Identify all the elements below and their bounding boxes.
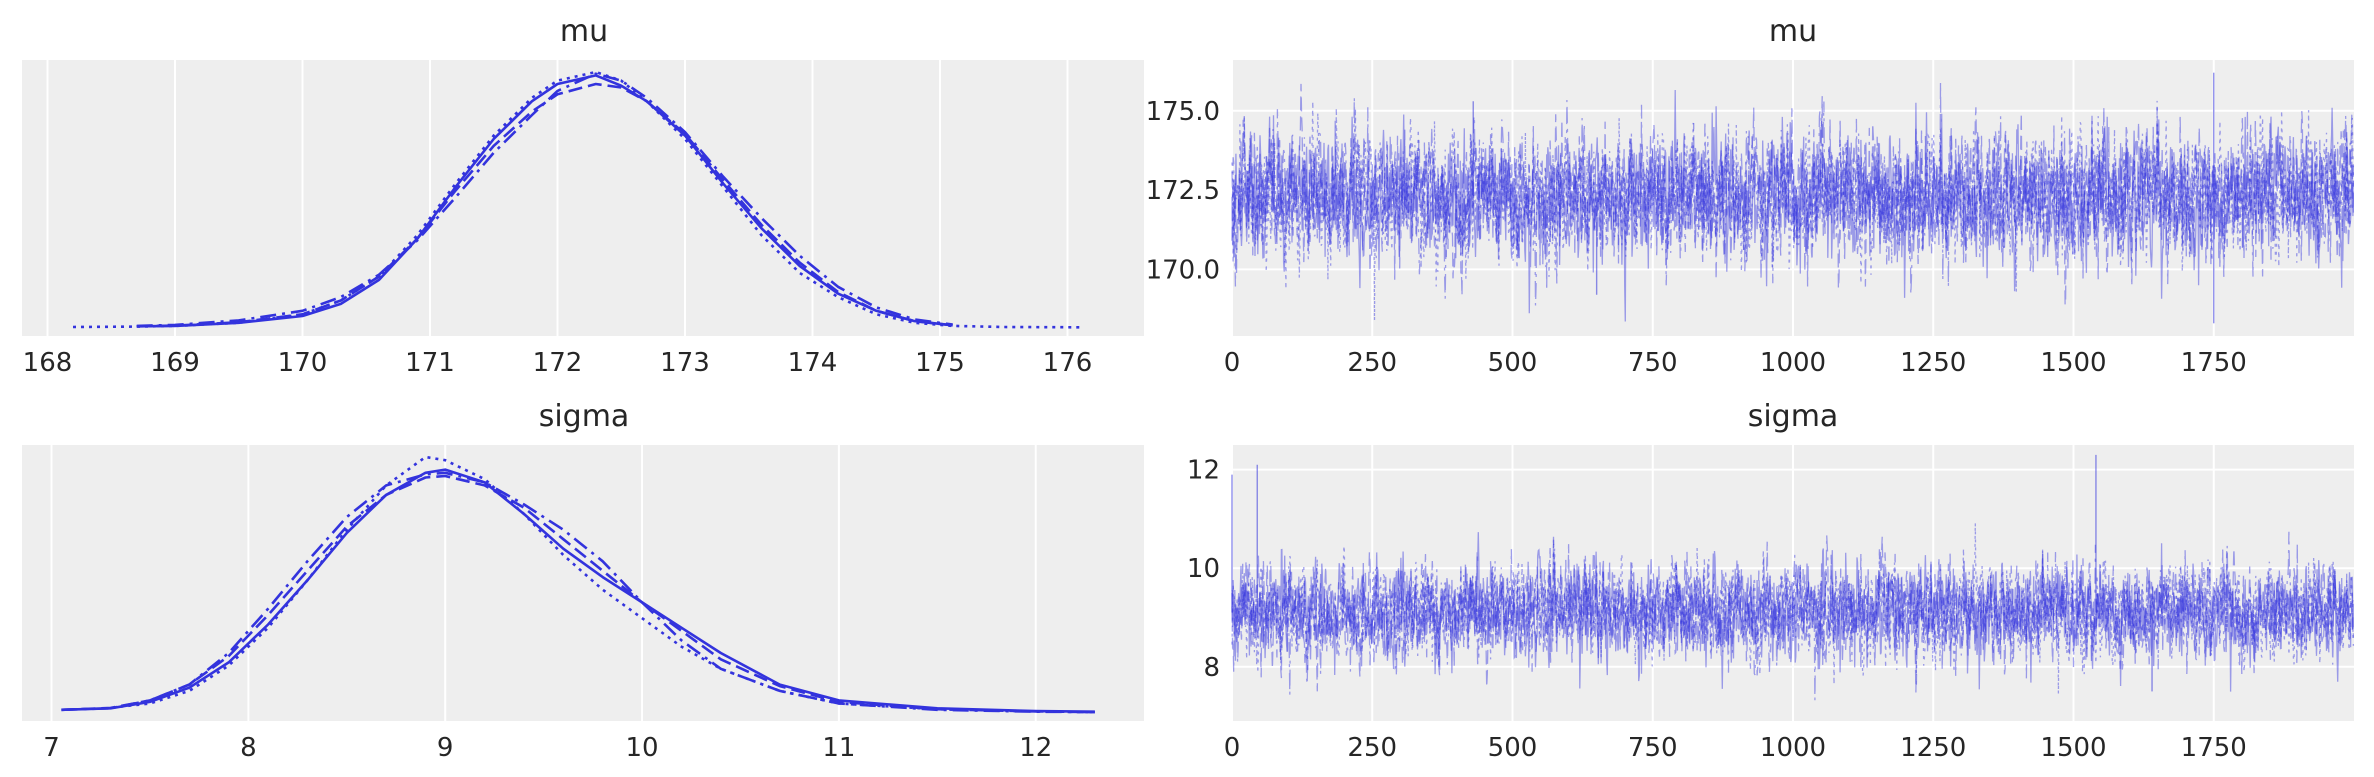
gridlines [46,60,1069,336]
density-curve-dashed [61,474,1095,714]
y-tick-label: 172.5 [1146,176,1220,206]
x-tick-label: 1000 [1760,733,1826,763]
trace-lines [1231,72,2355,324]
y-tick-label: 12 [1187,456,1220,486]
x-tick-label: 1250 [1900,348,1966,378]
y-tick-label: 10 [1187,554,1220,584]
panel-title: mu [560,14,608,49]
gridlines [1231,445,2354,721]
x-tick-label: 250 [1347,733,1397,763]
x-tick-label: 170 [278,348,328,378]
density-curve-dotted [120,455,1095,714]
x-tick-label: 173 [660,348,710,378]
panel-sigma-density: sigma 7 8 9 10 11 12 [22,399,1144,763]
y-tick-label: 8 [1203,653,1220,683]
x-tick-label: 175 [915,348,965,378]
x-tick-label: 1250 [1900,733,1966,763]
density-curves [72,70,1081,329]
x-tick-label: 12 [1019,733,1052,763]
x-tick-label: 11 [822,733,855,763]
y-tick-labels: 8 10 12 [1187,456,1220,683]
trace-chain-3 [1231,536,2355,693]
trace-chain-4 [1231,531,2355,701]
x-tick-label: 168 [23,348,73,378]
panel-mu-trace: mu 0 250 500 750 1000 1250 1500 1750 170.0 172.5… [1146,14,2355,378]
trace-lines [1231,454,2355,701]
density-curve-solid [61,468,1095,713]
x-tick-label: 750 [1628,733,1678,763]
x-tick-label: 1750 [2181,733,2247,763]
plot-area [22,445,1144,721]
x-tick-labels: 168 169 170 171 172 173 174 175 176 [23,348,1093,378]
trace-chain-4 [1231,82,2355,306]
panel-title: mu [1769,14,1817,49]
x-tick-label: 7 [43,733,60,763]
density-curve-dashdot [136,72,953,328]
x-tick-label: 1750 [2181,348,2247,378]
x-tick-label: 500 [1488,733,1538,763]
x-tick-label: 500 [1488,348,1538,378]
trace-chain-1 [1231,89,2355,322]
x-tick-labels: 0 250 500 750 1000 1250 1500 1750 [1224,348,2247,378]
x-tick-labels: 7 8 9 10 11 12 [43,733,1052,763]
x-tick-label: 8 [240,733,257,763]
x-tick-label: 250 [1347,348,1397,378]
trace-chain-1 [1231,532,2355,692]
trace-chain-2 [1231,100,2355,321]
x-tick-label: 0 [1224,733,1241,763]
density-curves [61,455,1095,714]
trace-chain-3 [1231,83,2355,305]
x-tick-label: 1500 [2040,348,2106,378]
gridlines [50,445,1037,721]
panel-sigma-trace: sigma 0 250 500 750 1000 1250 1500 1750 8 10 12 [1187,399,2355,763]
x-tick-label: 1500 [2040,733,2106,763]
y-tick-label: 170.0 [1146,255,1220,285]
y-tick-labels: 170.0 172.5 175.0 [1146,97,1220,286]
x-tick-label: 1000 [1760,348,1826,378]
x-tick-label: 10 [626,733,659,763]
density-curve-solid [136,74,953,328]
panel-mu-density: mu 168 169 170 171 172 173 174 175 176 [22,14,1144,378]
x-tick-label: 172 [533,348,583,378]
x-tick-labels: 0 250 500 750 1000 1250 1500 1750 [1224,733,2247,763]
x-tick-label: 9 [437,733,454,763]
y-tick-label: 175.0 [1146,97,1220,127]
trace-chain-2 [1231,523,2355,694]
panel-title: sigma [539,399,630,434]
x-tick-label: 169 [150,348,200,378]
x-tick-label: 176 [1043,348,1093,378]
plot-area [22,60,1144,336]
x-tick-label: 174 [788,348,838,378]
x-tick-label: 0 [1224,348,1241,378]
x-tick-label: 750 [1628,348,1678,378]
x-tick-label: 171 [405,348,455,378]
panel-title: sigma [1748,399,1839,434]
